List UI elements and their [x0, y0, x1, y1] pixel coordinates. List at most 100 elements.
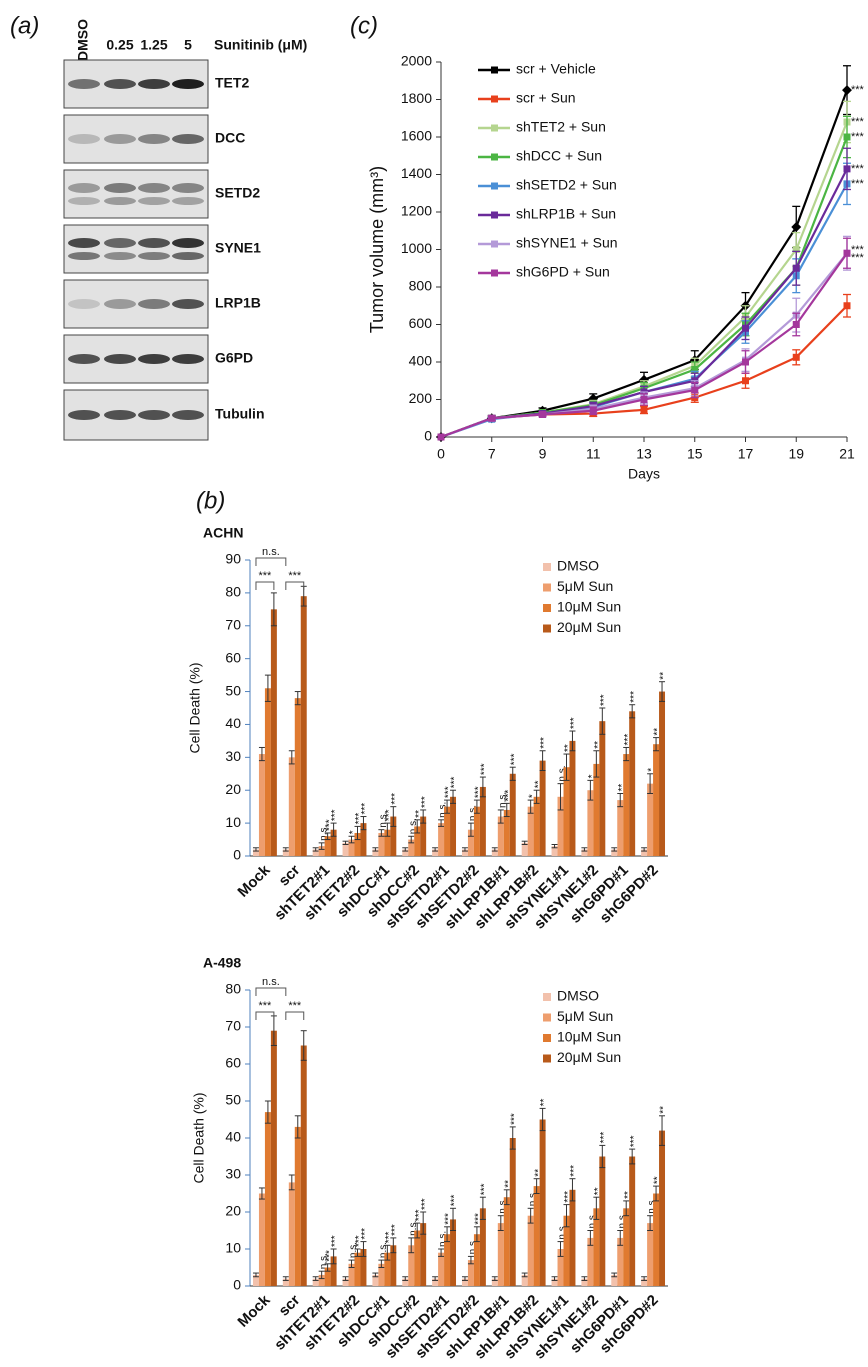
legend-marker	[491, 212, 498, 219]
bar	[510, 1138, 516, 1286]
bracket-label: n.s.	[262, 976, 280, 988]
y-tick-label: 30	[225, 748, 241, 764]
significance: ***	[420, 1198, 431, 1210]
blot-band	[172, 410, 204, 420]
y-tick-label: 20	[225, 1203, 241, 1219]
y-tick-label: 10	[225, 1240, 241, 1256]
x-tick-label: 17	[738, 446, 754, 462]
point	[590, 407, 597, 414]
y-tick-label: 0	[233, 847, 241, 863]
treatment-label: Sunitinib (μM)	[214, 37, 307, 53]
annotation: ***	[851, 116, 865, 128]
significance: **	[539, 1099, 550, 1107]
y-tick-label: 60	[225, 1055, 241, 1071]
annotation: ***	[851, 163, 865, 175]
lane-label: 5	[184, 37, 192, 53]
bar	[259, 1194, 265, 1287]
legend-swatch	[543, 1014, 551, 1022]
blot-band	[68, 79, 100, 89]
legend-swatch	[543, 563, 551, 571]
blot-band	[172, 252, 204, 260]
protein-label: TET2	[215, 75, 249, 91]
legend-label: 5μM Sun	[557, 578, 613, 594]
blot-band	[138, 410, 170, 420]
legend-swatch	[543, 604, 551, 612]
bar	[653, 1194, 659, 1287]
bar	[289, 757, 295, 856]
bar	[450, 797, 456, 856]
point	[742, 377, 749, 384]
bracket-label: ***	[288, 1000, 302, 1012]
point	[844, 302, 851, 309]
blot-band	[172, 238, 204, 248]
bar	[540, 1120, 546, 1287]
bar	[593, 764, 599, 856]
significance: ***	[629, 691, 640, 703]
blot-band	[68, 252, 100, 260]
significance: ***	[569, 717, 580, 729]
bar	[617, 800, 623, 856]
bar	[599, 721, 605, 856]
bar	[498, 1223, 504, 1286]
bar	[510, 774, 516, 856]
point	[844, 250, 851, 257]
blot-band	[68, 238, 100, 248]
point	[793, 354, 800, 361]
bar	[629, 1157, 635, 1287]
x-tick-label: Mock	[234, 1291, 274, 1331]
bar	[623, 754, 629, 856]
legend-marker	[491, 125, 498, 132]
bar	[599, 1157, 605, 1287]
x-tick-label: 11	[586, 446, 601, 462]
blot-band	[138, 134, 170, 144]
point	[539, 411, 546, 418]
significance: ***	[539, 737, 550, 749]
blot-band	[172, 134, 204, 144]
bar	[593, 1208, 599, 1286]
blot-strip	[64, 225, 208, 273]
legend-label: 10μM Sun	[557, 599, 621, 615]
panel-label: (b)	[196, 487, 225, 514]
legend-marker	[491, 270, 498, 277]
x-tick-label: 13	[636, 446, 652, 462]
blot-band	[104, 134, 136, 144]
point	[641, 396, 648, 403]
blot-band	[68, 299, 100, 309]
panel-label: (c)	[350, 12, 378, 39]
y-axis-label: Cell Death (%)	[191, 1092, 207, 1183]
x-axis-label: Days	[628, 466, 660, 482]
y-tick-label: 1000	[401, 240, 432, 256]
y-tick-label: 30	[225, 1166, 241, 1182]
x-tick-label: 7	[488, 446, 496, 462]
x-tick-label: 0	[437, 446, 445, 462]
legend-label: shTET2 + Sun	[516, 119, 606, 135]
significance: ***	[360, 803, 371, 815]
blot-band	[138, 354, 170, 364]
blot-band	[172, 197, 204, 205]
blot-band	[68, 183, 100, 193]
point	[793, 321, 800, 328]
significance: **	[659, 672, 670, 680]
significance: ***	[450, 776, 461, 788]
bar	[301, 1046, 307, 1287]
blot-band	[104, 197, 136, 205]
legend-marker	[491, 241, 498, 248]
bar	[295, 698, 301, 856]
y-tick-label: 800	[409, 278, 433, 294]
y-tick-label: 1200	[401, 203, 432, 219]
bar	[647, 784, 653, 856]
point	[742, 359, 749, 366]
significance: ***	[330, 809, 341, 821]
figure: (a) Sunitinib (μM) DMSO0.251.255TET2DCCS…	[0, 0, 868, 1367]
lane-label: 1.25	[140, 37, 167, 53]
y-tick-label: 50	[225, 1092, 241, 1108]
significance: **	[659, 1106, 670, 1114]
bar	[629, 711, 635, 856]
legend-label: 10μM Sun	[557, 1029, 621, 1045]
blot-band	[138, 197, 170, 205]
y-tick-label: 60	[225, 649, 241, 665]
x-tick-label: 15	[687, 446, 703, 462]
significance: ***	[390, 793, 401, 805]
legend-label: shLRP1B + Sun	[516, 206, 616, 222]
annotation: ***	[851, 84, 865, 96]
